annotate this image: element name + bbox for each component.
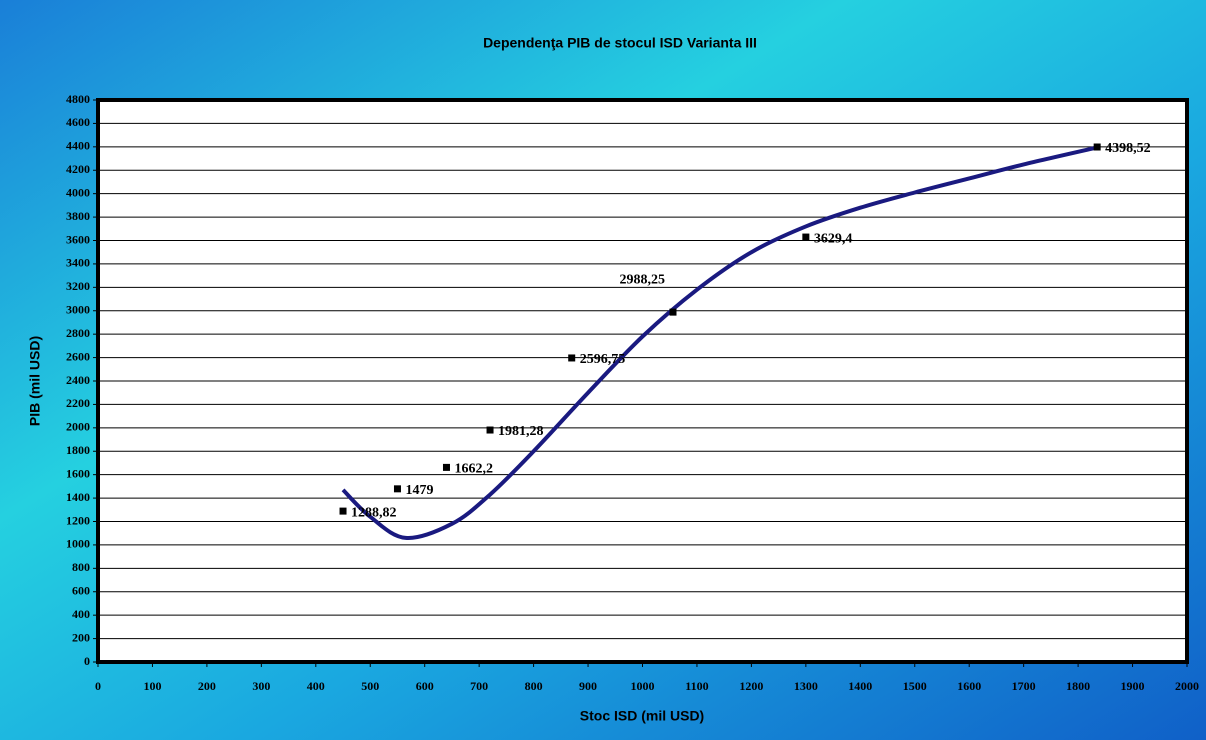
y-tick-label: 1400 (66, 490, 90, 504)
x-tick-label: 400 (307, 679, 325, 693)
y-tick-label: 200 (72, 630, 90, 644)
data-label: 1479 (405, 483, 433, 498)
y-tick-label: 4200 (66, 162, 90, 176)
x-tick-label: 500 (361, 679, 379, 693)
x-tick-label: 1300 (794, 679, 818, 693)
data-label: 3629,4 (814, 231, 853, 246)
y-tick-label: 3600 (66, 232, 90, 246)
x-tick-label: 1800 (1066, 679, 1090, 693)
x-axis-label: Stoc ISD (mil USD) (580, 708, 704, 724)
x-tick-label: 1700 (1012, 679, 1036, 693)
point (393, 485, 401, 493)
y-tick-label: 1800 (66, 443, 90, 457)
y-tick-label: 4600 (66, 115, 90, 129)
y-tick-label: 1200 (66, 513, 90, 527)
y-tick-label: 2600 (66, 349, 90, 363)
y-tick-label: 4800 (66, 92, 90, 106)
point (669, 308, 677, 316)
point (486, 426, 494, 434)
point (568, 354, 576, 362)
y-tick-label: 3800 (66, 209, 90, 223)
data-label: 1288,82 (351, 505, 397, 520)
y-tick-label: 1000 (66, 537, 90, 551)
y-tick-label: 800 (72, 560, 90, 574)
point (1093, 143, 1101, 151)
point (442, 463, 450, 471)
point (339, 507, 347, 515)
x-tick-label: 1400 (848, 679, 872, 693)
y-tick-label: 600 (72, 584, 90, 598)
x-tick-label: 0 (95, 679, 101, 693)
x-tick-label: 800 (525, 679, 543, 693)
x-tick-label: 900 (579, 679, 597, 693)
x-tick-label: 1600 (957, 679, 981, 693)
point (802, 233, 810, 241)
y-tick-label: 3400 (66, 256, 90, 270)
y-tick-label: 2200 (66, 396, 90, 410)
y-tick-label: 0 (84, 654, 90, 668)
y-tick-label: 1600 (66, 466, 90, 480)
x-tick-label: 200 (198, 679, 216, 693)
y-tick-label: 3200 (66, 279, 90, 293)
y-tick-label: 4400 (66, 139, 90, 153)
chart-title: Dependenţa PIB de stocul ISD Varianta II… (483, 35, 757, 51)
data-label: 1662,2 (454, 462, 493, 477)
y-tick-label: 2000 (66, 420, 90, 434)
y-tick-label: 4000 (66, 185, 90, 199)
x-tick-label: 1200 (739, 679, 763, 693)
y-tick-label: 2400 (66, 373, 90, 387)
x-tick-label: 700 (470, 679, 488, 693)
x-tick-label: 2000 (1175, 679, 1199, 693)
y-axis-label: PIB (mil USD) (27, 336, 43, 426)
x-tick-label: 100 (143, 679, 161, 693)
y-tick-label: 2800 (66, 326, 90, 340)
x-tick-label: 1100 (685, 679, 708, 693)
y-tick-label: 400 (72, 607, 90, 621)
x-tick-label: 300 (252, 679, 270, 693)
y-tick-label: 3000 (66, 303, 90, 317)
x-tick-label: 600 (416, 679, 434, 693)
data-label: 2988,25 (619, 272, 665, 287)
data-label: 2596,75 (580, 352, 626, 367)
x-tick-label: 1900 (1121, 679, 1145, 693)
data-label: 4398,52 (1105, 141, 1151, 156)
x-tick-label: 1500 (903, 679, 927, 693)
x-tick-label: 1000 (631, 679, 655, 693)
data-label: 1981,28 (498, 424, 544, 439)
